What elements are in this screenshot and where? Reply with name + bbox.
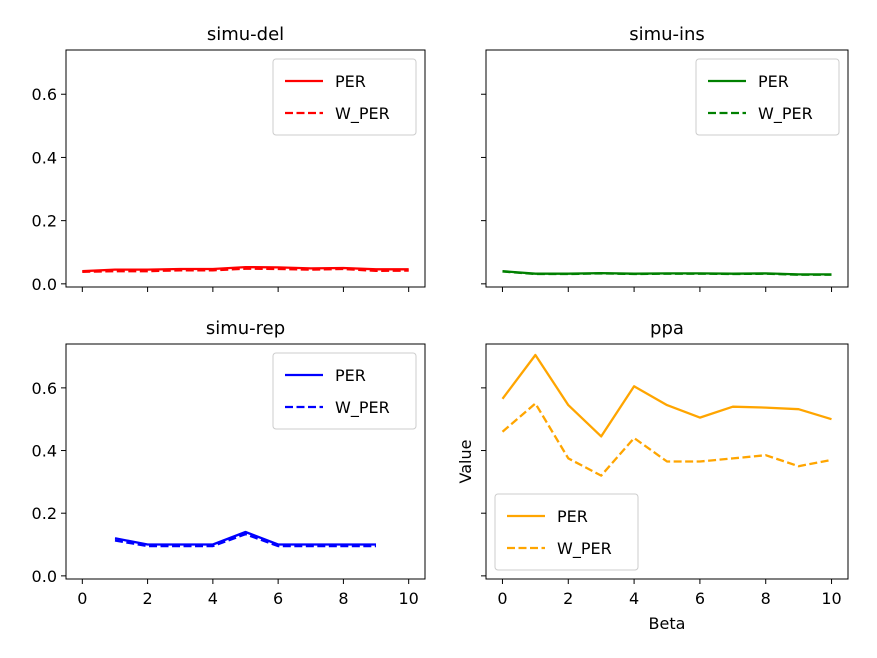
y-tick-label: 0.6 (32, 85, 57, 104)
series-line-w-per (82, 267, 409, 273)
y-axis-label: Value (456, 440, 475, 484)
y-tick-label: 0.2 (32, 504, 57, 523)
chart-title: ppa (650, 318, 684, 339)
x-tick-label: 10 (399, 589, 419, 608)
axes-frame (65, 343, 426, 580)
chart-title: simu-del (207, 24, 284, 45)
x-tick-label: 6 (273, 589, 283, 608)
series-line-per (82, 265, 409, 273)
axes-frame (485, 49, 849, 288)
subplot-simu-ins: simu-ins PER W_PER (481, 24, 849, 292)
x-tick-label: 0 (77, 589, 87, 608)
x-tick-label: 4 (208, 589, 218, 608)
y-tick-label: 0.0 (32, 275, 57, 294)
legend: PER W_PER (695, 58, 840, 136)
subplot-ppa: ppa 0 2 4 6 8 10 Beta Value PER W_PER (456, 318, 849, 633)
legend-label: W_PER (557, 539, 612, 559)
x-axis-label: Beta (649, 614, 686, 633)
x-tick-label: 8 (761, 589, 771, 608)
axes-frame (65, 49, 426, 288)
x-tick-label: 8 (338, 589, 348, 608)
legend-box (695, 58, 840, 136)
legend-box (272, 58, 417, 136)
x-tick-label: 6 (695, 589, 705, 608)
x-tick-label: 10 (821, 589, 841, 608)
axes-frame (485, 343, 849, 580)
legend-box (494, 493, 639, 571)
legend: PER W_PER (494, 493, 639, 571)
series-line-w-per (501, 402, 832, 477)
series-line-per (501, 353, 832, 438)
series-line-w-per (502, 270, 832, 276)
subplot-simu-rep: simu-rep 0 2 4 6 8 10 0.0 0.2 0.4 0.6 PER W_PER (32, 318, 426, 608)
y-tick-label: 0.4 (32, 442, 57, 461)
legend-label: PER (335, 366, 366, 385)
legend: PER W_PER (272, 58, 417, 136)
series-line-per (114, 530, 376, 546)
legend-label: W_PER (758, 104, 813, 124)
series-line-w-per (114, 533, 376, 548)
x-tick-label: 0 (497, 589, 507, 608)
x-tick-label: 4 (629, 589, 639, 608)
x-tick-label: 2 (142, 589, 152, 608)
y-tick-label: 0.0 (32, 567, 57, 586)
subplot-simu-del: simu-del 0.0 0.2 0.4 0.6 PER W_PER (32, 24, 426, 294)
legend-label: PER (557, 507, 588, 526)
chart-title: simu-ins (629, 24, 705, 45)
legend-label: PER (335, 72, 366, 91)
y-tick-label: 0.4 (32, 148, 57, 167)
y-tick-label: 0.6 (32, 379, 57, 398)
legend-label: W_PER (335, 104, 390, 124)
legend: PER W_PER (272, 352, 417, 430)
y-tick-label: 0.2 (32, 212, 57, 231)
x-tick-label: 2 (563, 589, 573, 608)
legend-label: PER (758, 72, 789, 91)
legend-label: W_PER (335, 398, 390, 418)
chart-title: simu-rep (206, 318, 285, 339)
legend-box (272, 352, 417, 430)
